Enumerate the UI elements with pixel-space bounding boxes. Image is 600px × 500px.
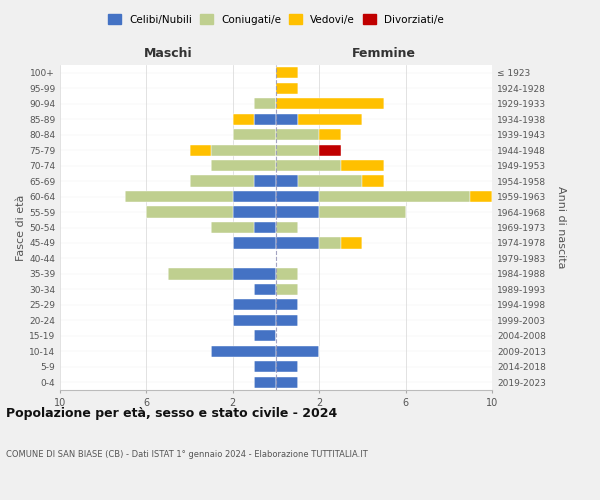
Bar bbox=[233, 315, 276, 326]
Bar bbox=[276, 98, 384, 110]
Bar bbox=[276, 284, 298, 295]
Bar bbox=[211, 144, 276, 156]
Y-axis label: Fasce di età: Fasce di età bbox=[16, 194, 26, 260]
Bar bbox=[341, 238, 362, 248]
Bar bbox=[276, 144, 319, 156]
Bar bbox=[276, 129, 319, 140]
Bar bbox=[254, 114, 276, 124]
Bar bbox=[233, 206, 276, 218]
Bar bbox=[254, 98, 276, 110]
Bar bbox=[319, 144, 341, 156]
Bar bbox=[276, 238, 319, 248]
Bar bbox=[276, 300, 298, 310]
Bar bbox=[254, 284, 276, 295]
Bar bbox=[276, 67, 298, 78]
Bar bbox=[254, 361, 276, 372]
Bar bbox=[276, 346, 319, 357]
Bar bbox=[276, 361, 298, 372]
Bar bbox=[276, 82, 298, 94]
Bar bbox=[341, 160, 384, 171]
Bar bbox=[319, 206, 406, 218]
Bar bbox=[276, 160, 341, 171]
Bar bbox=[233, 300, 276, 310]
Bar bbox=[233, 129, 276, 140]
Bar bbox=[254, 222, 276, 233]
Bar bbox=[298, 176, 362, 186]
Bar bbox=[298, 114, 362, 124]
Bar bbox=[233, 268, 276, 280]
Y-axis label: Anni di nascita: Anni di nascita bbox=[556, 186, 566, 269]
Bar bbox=[470, 191, 492, 202]
Text: Femmine: Femmine bbox=[352, 48, 416, 60]
Bar bbox=[211, 222, 254, 233]
Text: Popolazione per età, sesso e stato civile - 2024: Popolazione per età, sesso e stato civil… bbox=[6, 408, 337, 420]
Bar bbox=[276, 176, 298, 186]
Bar bbox=[190, 144, 211, 156]
Text: Maschi: Maschi bbox=[143, 48, 193, 60]
Bar bbox=[254, 330, 276, 342]
Bar bbox=[492, 191, 514, 202]
Legend: Celibi/Nubili, Coniugati/e, Vedovi/e, Divorziati/e: Celibi/Nubili, Coniugati/e, Vedovi/e, Di… bbox=[104, 10, 448, 29]
Bar bbox=[276, 315, 298, 326]
Bar bbox=[319, 129, 341, 140]
Bar bbox=[254, 176, 276, 186]
Bar bbox=[146, 206, 233, 218]
Text: COMUNE DI SAN BIASE (CB) - Dati ISTAT 1° gennaio 2024 - Elaborazione TUTTITALIA.: COMUNE DI SAN BIASE (CB) - Dati ISTAT 1°… bbox=[6, 450, 368, 459]
Bar bbox=[211, 346, 276, 357]
Bar bbox=[276, 206, 319, 218]
Bar bbox=[362, 176, 384, 186]
Bar bbox=[276, 114, 298, 124]
Bar bbox=[276, 191, 319, 202]
Bar bbox=[319, 191, 470, 202]
Bar bbox=[319, 238, 341, 248]
Bar bbox=[276, 376, 298, 388]
Bar bbox=[190, 176, 254, 186]
Bar bbox=[233, 114, 254, 124]
Bar bbox=[211, 160, 276, 171]
Bar bbox=[254, 376, 276, 388]
Bar bbox=[233, 191, 276, 202]
Bar bbox=[168, 268, 233, 280]
Bar bbox=[276, 268, 298, 280]
Bar bbox=[125, 191, 233, 202]
Bar bbox=[233, 238, 276, 248]
Bar bbox=[276, 222, 298, 233]
